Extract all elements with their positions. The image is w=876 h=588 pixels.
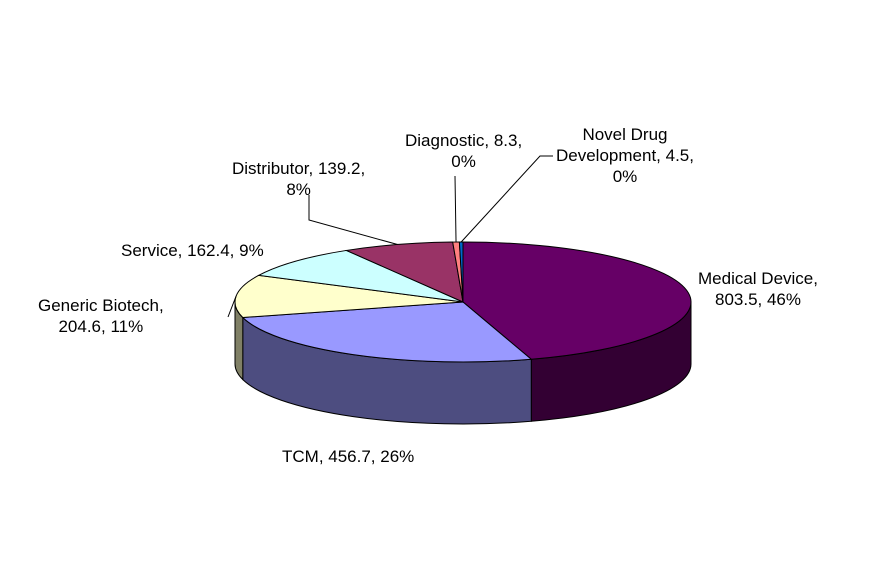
data-label-diagnostic: Diagnostic, 8.3, 0% — [405, 131, 523, 171]
pie-sides — [234, 301, 692, 425]
leader-lines — [227, 155, 553, 318]
pie-slice-distributor — [344, 241, 464, 303]
pie-slice-service — [257, 249, 464, 303]
leader-line-diagnostic — [454, 175, 457, 243]
leader-line-distributor — [308, 195, 398, 246]
data-label-service: Service, 162.4, 9% — [121, 241, 264, 260]
pie-tops — [234, 241, 692, 363]
data-label-medical-device: Medical Device, 803.5, 46% — [698, 269, 818, 309]
leader-line-generic-biotech — [227, 295, 237, 318]
data-label-tcm: TCM, 456.7, 26% — [282, 447, 415, 466]
data-label-generic-biotech: Generic Biotech, 204.6, 11% — [38, 296, 164, 336]
pie-slice-medical-device — [462, 241, 692, 360]
pie-slice-tcm — [241, 301, 533, 363]
leader-line-novel-drug-development — [460, 155, 553, 243]
pie-slice-novel-drug-development — [458, 241, 464, 303]
data-label-distributor: Distributor, 139.2, 8% — [232, 159, 366, 199]
data-label-novel-drug-development: Novel Drug Development, 4.5, 0% — [556, 125, 694, 186]
